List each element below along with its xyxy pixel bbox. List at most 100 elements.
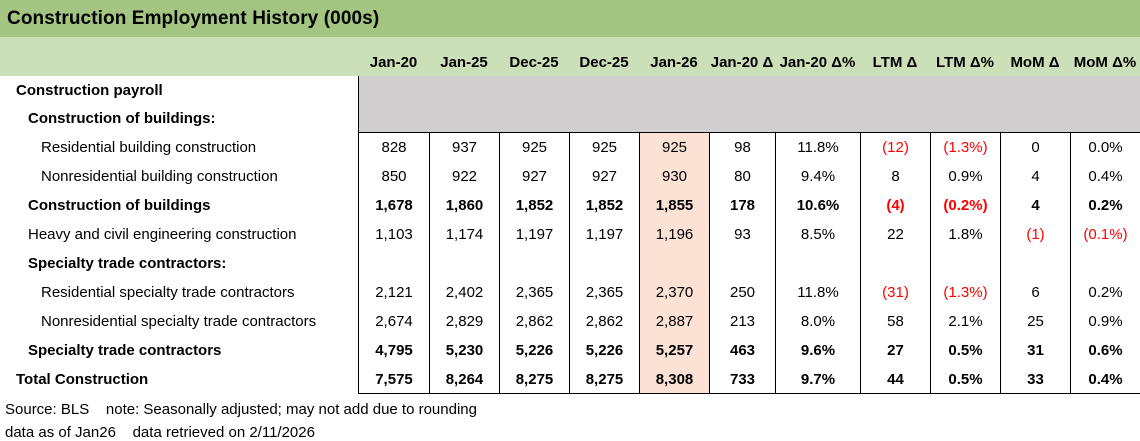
section-band bbox=[358, 104, 1140, 133]
data-cell: 8.0% bbox=[775, 307, 860, 336]
data-cell: (1) bbox=[1000, 220, 1070, 249]
data-cell: 213 bbox=[709, 307, 775, 336]
data-cell: 2,862 bbox=[569, 307, 639, 336]
table-row: Nonresidential building construction 850 9… bbox=[0, 162, 1140, 191]
data-cell: (31) bbox=[860, 278, 930, 307]
data-cell: 58 bbox=[860, 307, 930, 336]
data-cell: 0.6% bbox=[1070, 336, 1140, 365]
table-row: Heavy and civil engineering construction… bbox=[0, 220, 1140, 249]
section-band bbox=[358, 76, 1140, 104]
data-cell: 0.2% bbox=[1070, 191, 1140, 220]
data-cell: 1,678 bbox=[358, 191, 429, 220]
page-title: Construction Employment History (000s) bbox=[7, 7, 380, 29]
data-cell bbox=[860, 249, 930, 278]
row-label: Specialty trade contractors bbox=[28, 342, 222, 359]
data-cell: 0.9% bbox=[930, 162, 1000, 191]
data-cell: 2,862 bbox=[499, 307, 569, 336]
column-header: MoM Δ% bbox=[1073, 54, 1137, 71]
row-label: Construction of buildings bbox=[28, 197, 211, 214]
data-cell: 733 bbox=[709, 365, 775, 394]
data-cell: 80 bbox=[709, 162, 775, 191]
data-cell: 1,196 bbox=[639, 220, 709, 249]
data-cell: 1,103 bbox=[358, 220, 429, 249]
retrieval-note: data as of Jan26 data retrieved on 2/11/… bbox=[5, 424, 315, 441]
data-cell bbox=[569, 249, 639, 278]
data-cell bbox=[1000, 249, 1070, 278]
table-row: Total Construction 7,575 8,264 8,275 8,275 8,… bbox=[0, 365, 1140, 394]
data-cell: 5,257 bbox=[639, 336, 709, 365]
column-header: LTM Δ bbox=[872, 54, 918, 71]
data-cell bbox=[775, 249, 860, 278]
row-label: Nonresidential building construction bbox=[41, 168, 278, 185]
data-cell: 2,402 bbox=[429, 278, 499, 307]
data-cell: 1,852 bbox=[569, 191, 639, 220]
data-cell: 925 bbox=[569, 133, 639, 162]
data-cell: 4,795 bbox=[358, 336, 429, 365]
data-cell: 925 bbox=[639, 133, 709, 162]
data-cell: 8,275 bbox=[569, 365, 639, 394]
data-cell: 178 bbox=[709, 191, 775, 220]
data-cell: 98 bbox=[709, 133, 775, 162]
column-header: Jan-20 Δ% bbox=[779, 54, 856, 71]
column-header: LTM Δ% bbox=[936, 54, 994, 71]
data-cell: 1,855 bbox=[639, 191, 709, 220]
row-label: Construction of buildings: bbox=[28, 110, 216, 127]
data-cell bbox=[930, 249, 1000, 278]
column-header: Jan-26 bbox=[650, 54, 698, 71]
data-cell: 4 bbox=[1000, 191, 1070, 220]
data-cell: 250 bbox=[709, 278, 775, 307]
data-cell: 6 bbox=[1000, 278, 1070, 307]
data-cell: 31 bbox=[1000, 336, 1070, 365]
data-cell: 927 bbox=[569, 162, 639, 191]
data-cell: 0.4% bbox=[1070, 365, 1140, 394]
data-cell: 463 bbox=[709, 336, 775, 365]
data-cell: (1.3%) bbox=[930, 278, 1000, 307]
data-cell: 5,226 bbox=[499, 336, 569, 365]
data-cell: 11.8% bbox=[775, 133, 860, 162]
data-cell: 1,860 bbox=[429, 191, 499, 220]
column-header: Jan-25 bbox=[440, 54, 488, 71]
data-cell: 927 bbox=[499, 162, 569, 191]
row-label: Construction payroll bbox=[16, 81, 163, 99]
table-row: Nonresidential specialty trade contracto… bbox=[0, 307, 1140, 336]
row-label: Heavy and civil engineering construction bbox=[28, 226, 297, 243]
data-cell: 8.5% bbox=[775, 220, 860, 249]
data-cell bbox=[429, 249, 499, 278]
column-header: Dec-25 bbox=[509, 54, 559, 71]
data-cell: 925 bbox=[499, 133, 569, 162]
row-label: Nonresidential specialty trade contracto… bbox=[41, 313, 317, 330]
data-cell: 2,674 bbox=[358, 307, 429, 336]
data-cell: 8 bbox=[860, 162, 930, 191]
data-cell: 9.6% bbox=[775, 336, 860, 365]
data-cell: 5,230 bbox=[429, 336, 499, 365]
data-cell: 5,226 bbox=[569, 336, 639, 365]
data-cell: 8,264 bbox=[429, 365, 499, 394]
title-bar: Construction Employment History (000s) bbox=[0, 0, 1140, 37]
table-row: Specialty trade contractors 4,795 5,230 5,2… bbox=[0, 336, 1140, 365]
data-cell: 2.1% bbox=[930, 307, 1000, 336]
table-body: Construction payroll Construction of buil… bbox=[0, 76, 1140, 394]
column-header: MoM Δ bbox=[1010, 54, 1060, 71]
data-cell: 1,197 bbox=[569, 220, 639, 249]
column-header: Dec-25 bbox=[579, 54, 629, 71]
data-cell bbox=[709, 249, 775, 278]
row-label: Total Construction bbox=[16, 371, 149, 388]
data-cell: (0.1%) bbox=[1070, 220, 1140, 249]
data-cell: 828 bbox=[358, 133, 429, 162]
label-column-spacer bbox=[0, 37, 358, 76]
data-cell: 9.4% bbox=[775, 162, 860, 191]
data-cell: 9.7% bbox=[775, 365, 860, 394]
data-cell: 2,121 bbox=[358, 278, 429, 307]
column-header: Jan-20 bbox=[369, 54, 418, 71]
data-cell: (12) bbox=[860, 133, 930, 162]
data-cell: 930 bbox=[639, 162, 709, 191]
row-label: Specialty trade contractors: bbox=[28, 255, 227, 272]
data-cell: 850 bbox=[358, 162, 429, 191]
data-cell: 2,370 bbox=[639, 278, 709, 307]
data-cell: 922 bbox=[429, 162, 499, 191]
table-row: Specialty trade contractors: bbox=[0, 249, 1140, 278]
data-cell: 0.5% bbox=[930, 365, 1000, 394]
data-cell: (4) bbox=[860, 191, 930, 220]
data-cell: 27 bbox=[860, 336, 930, 365]
